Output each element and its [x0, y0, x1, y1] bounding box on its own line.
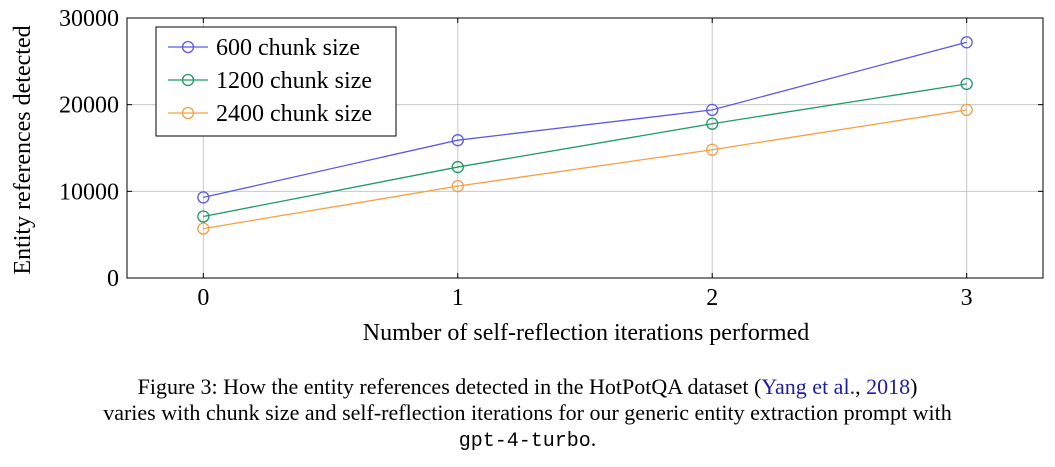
citation-year-link[interactable]: 2018 — [866, 374, 911, 399]
legend-marker — [181, 40, 195, 54]
y-tick-label: 0 — [107, 266, 119, 292]
x-tick-label: 1 — [452, 285, 464, 311]
y-axis-label: Entity references detected — [10, 25, 36, 274]
caption-line-3: gpt-4-turbo. — [0, 426, 1055, 455]
y-tick-label: 30000 — [59, 6, 119, 32]
legend-label: 600 chunk size — [216, 35, 360, 61]
data-point — [960, 77, 973, 91]
data-point — [451, 134, 464, 147]
data-point — [706, 143, 719, 156]
citation-authors-link[interactable]: Yang et al. — [761, 374, 856, 399]
caption-text-1-end: ) — [910, 374, 918, 399]
data-point — [197, 191, 210, 204]
caption-line-1: Figure 3: How the entity references dete… — [0, 374, 1055, 400]
data-point — [960, 36, 973, 49]
data-point — [451, 160, 464, 174]
x-tick-label: 2 — [706, 285, 718, 311]
axis-ticks: 0 1 2 3 0 10000 20000 30000 — [59, 6, 1043, 311]
caption-text-3-end: . — [590, 426, 597, 451]
legend-marker — [181, 73, 195, 87]
caption-code: gpt-4-turbo — [458, 430, 591, 453]
x-tick-label: 0 — [197, 285, 209, 311]
data-point — [960, 103, 973, 117]
y-tick-label: 10000 — [59, 179, 119, 205]
legend-marker — [181, 106, 195, 120]
data-point — [197, 210, 210, 223]
x-tick-label: 3 — [961, 285, 973, 311]
legend-label: 1200 chunk size — [216, 68, 372, 94]
citation-separator: , — [855, 374, 867, 399]
figure-caption: Figure 3: How the entity references dete… — [0, 374, 1055, 455]
legend-box — [155, 26, 397, 137]
series-line-3 — [203, 109, 967, 230]
x-axis-label: Number of self-reflection iterations per… — [363, 320, 809, 346]
line-chart: 0 1 2 3 0 10000 20000 30000 Number of self-refl… — [10, 6, 1044, 346]
y-tick-label: 20000 — [59, 93, 119, 119]
legend-label: 2400 chunk size — [216, 101, 372, 127]
series-line-2 — [203, 83, 967, 218]
legend: 600 chunk size 1200 chunk size 2400 chunk … — [155, 26, 397, 137]
caption-line-2: varies with chunk size and self-reflecti… — [103, 400, 952, 425]
data-point — [197, 222, 210, 235]
plot-frame — [126, 17, 1044, 279]
data-point — [706, 117, 719, 130]
caption-text-1: Figure 3: How the entity references dete… — [137, 374, 762, 399]
data-point — [451, 179, 464, 193]
series-group — [197, 36, 973, 235]
series-line-1 — [203, 41, 967, 199]
data-point — [706, 103, 719, 117]
